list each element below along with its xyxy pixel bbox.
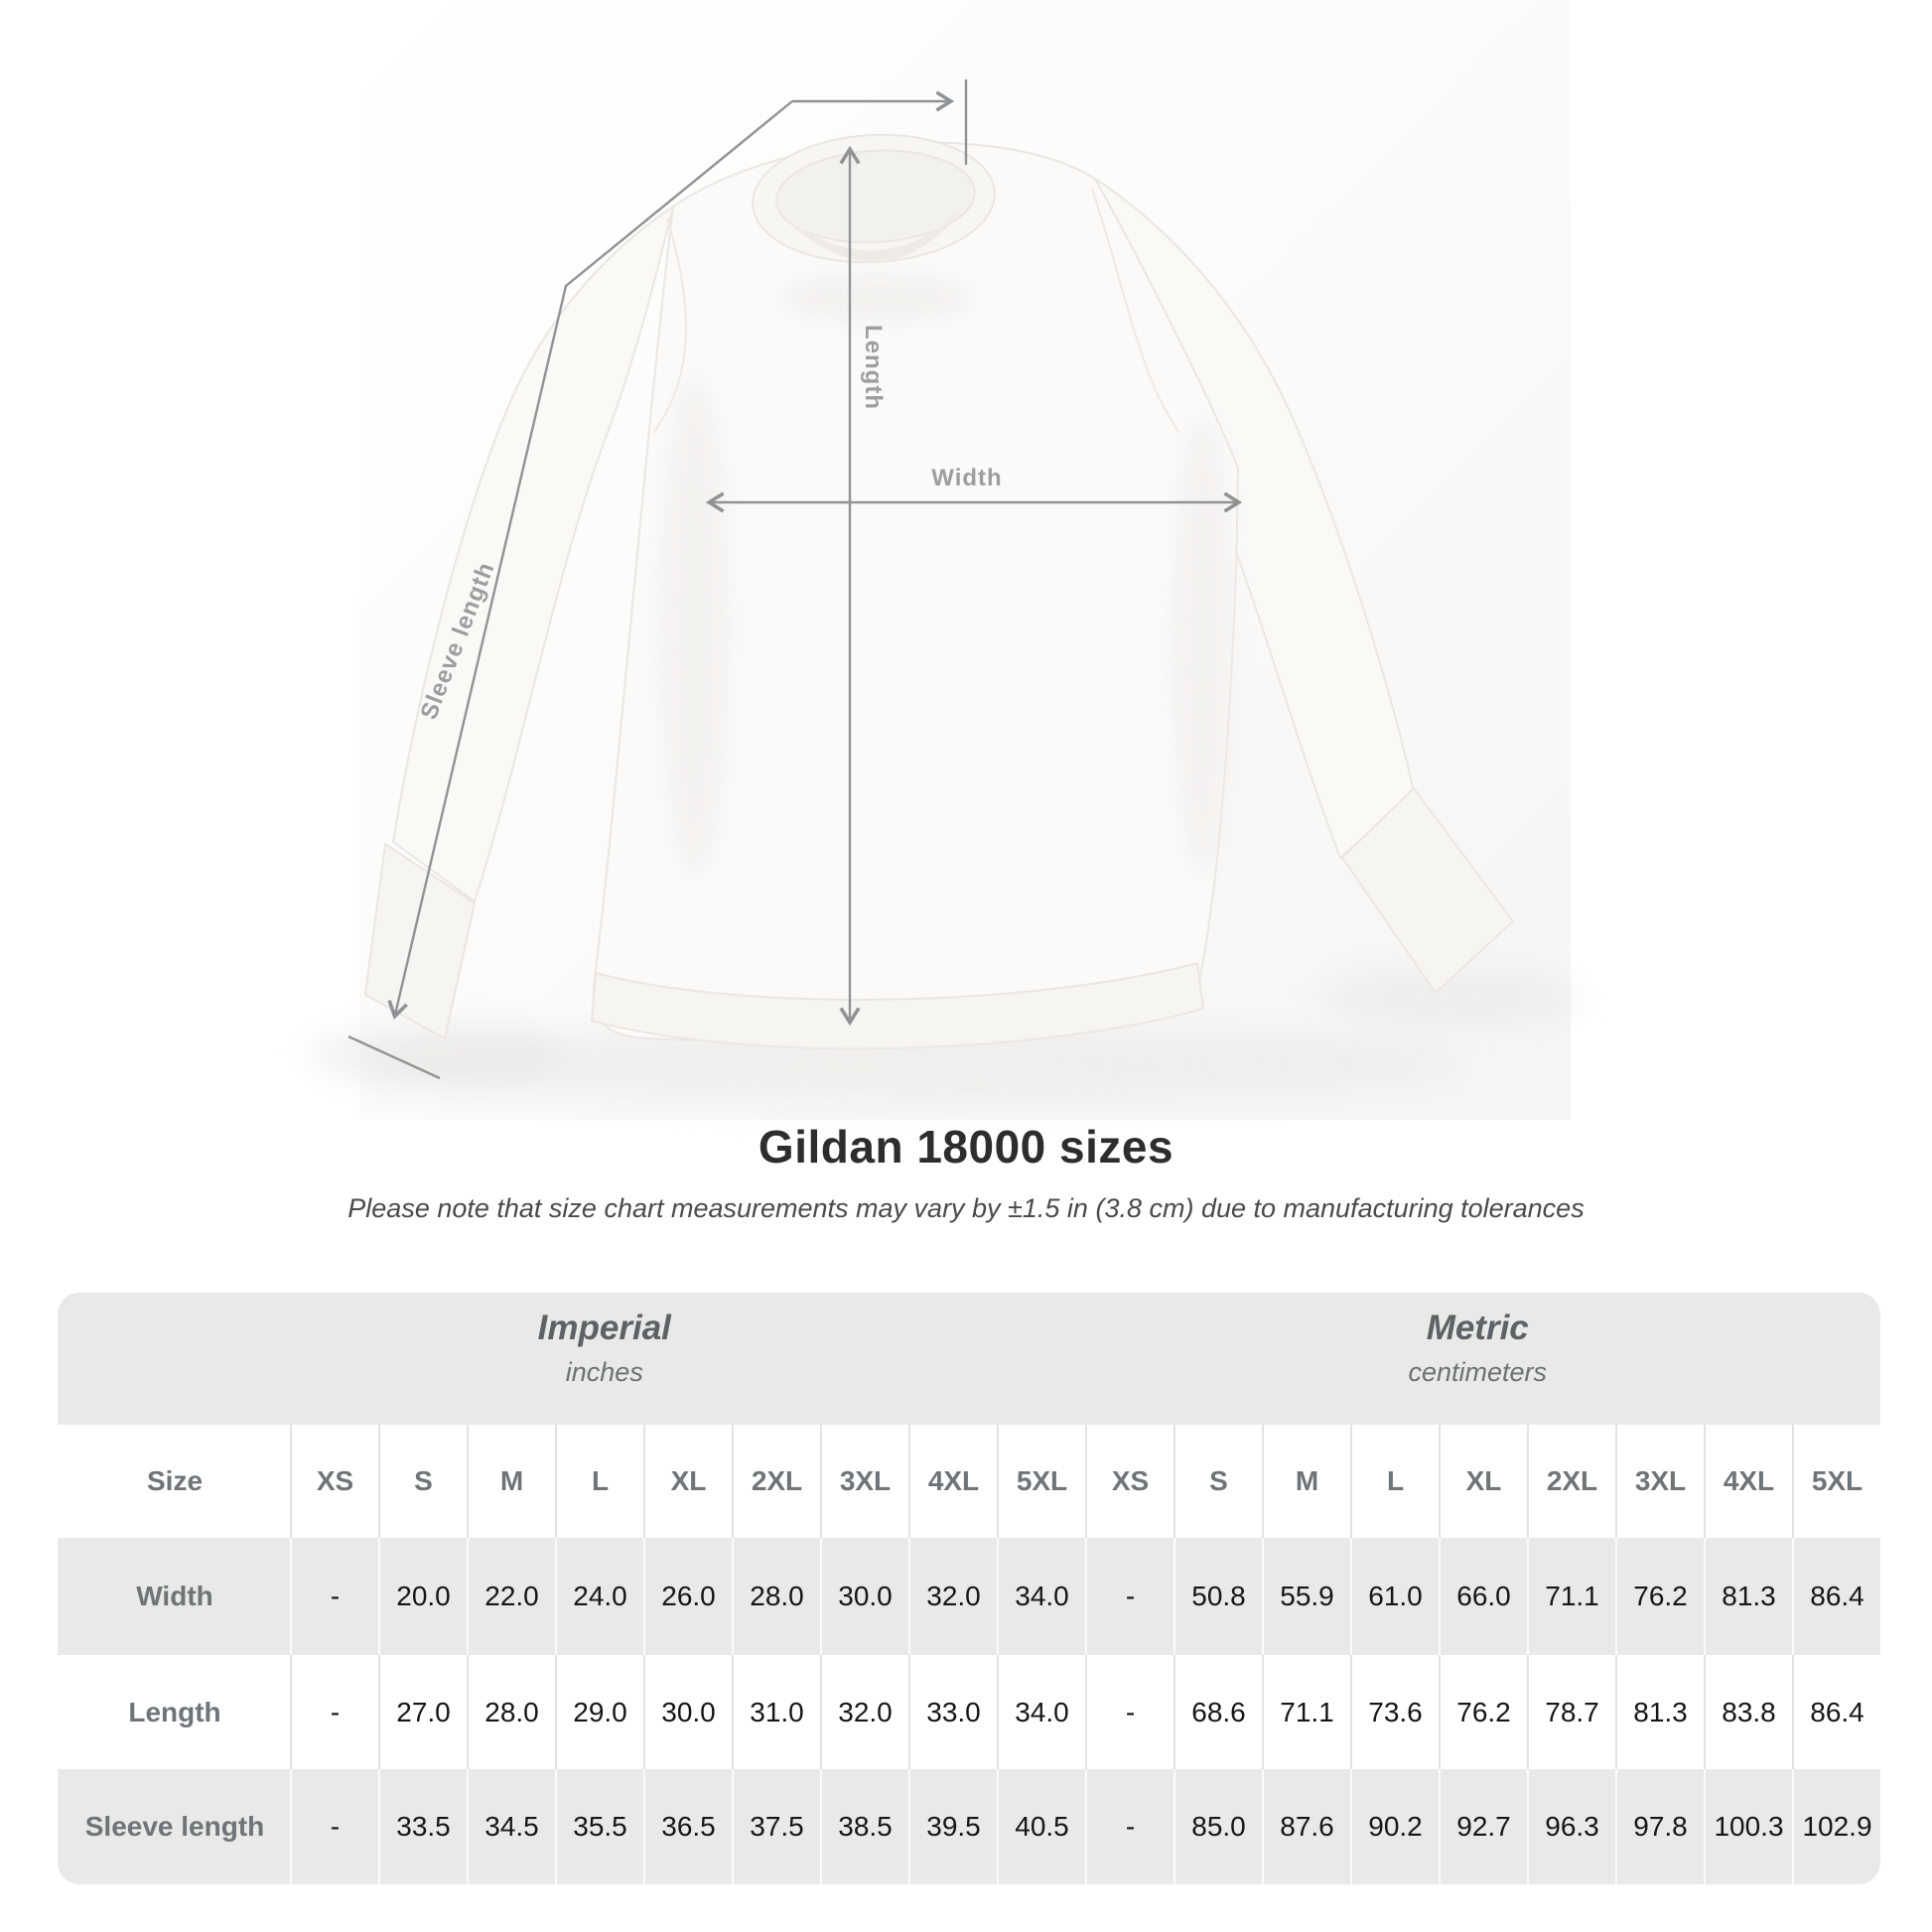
metric-value-cell: -	[1085, 1655, 1173, 1769]
sleeve-length-line	[387, 100, 793, 1021]
metric-value-cell: 86.4	[1792, 1538, 1880, 1655]
sweatshirt-measure-diagram: Width Length Sleeve length	[308, 79, 1579, 1104]
unit-group-band: Imperial inches Metric centimeters	[58, 1293, 1880, 1425]
metric-value-cell: 68.6	[1173, 1655, 1262, 1769]
imperial-value-cell: 38.5	[820, 1769, 908, 1884]
metric-value-cell: 83.8	[1704, 1655, 1792, 1769]
imperial-value-cell: 24.0	[555, 1538, 643, 1655]
size-col-header: L	[555, 1425, 643, 1538]
imperial-value-cell: 33.0	[908, 1655, 997, 1769]
imperial-value-cell: 37.5	[732, 1769, 820, 1884]
imperial-value-cell: 26.0	[643, 1538, 732, 1655]
size-col-header: 5XL	[997, 1425, 1085, 1538]
imperial-value-cell: 33.5	[378, 1769, 467, 1884]
imperial-value-cell: 34.5	[467, 1769, 555, 1884]
imperial-value-cell: 29.0	[555, 1655, 643, 1769]
metric-value-cell: -	[1085, 1538, 1173, 1655]
length-label: Length	[860, 325, 887, 410]
imperial-label: Imperial	[537, 1309, 671, 1347]
size-col-header: 3XL	[820, 1425, 908, 1538]
metric-value-cell: 90.2	[1350, 1769, 1439, 1884]
size-col-header: L	[1350, 1425, 1439, 1538]
metric-value-cell: 50.8	[1173, 1538, 1262, 1655]
measurement-lines	[347, 79, 1243, 1080]
metric-value-cell: 100.3	[1704, 1769, 1792, 1884]
imperial-value-cell: 28.0	[732, 1538, 820, 1655]
width-label: Width	[931, 465, 1002, 491]
size-grid: Size XS S M L XL 2XL 3XL 4XL 5XL XS S M L XL 2XL 3XL 4XL 5…	[58, 1425, 1880, 1884]
metric-value-cell: -	[1085, 1769, 1173, 1884]
imperial-unit-label: inches	[565, 1357, 643, 1387]
metric-value-cell: 97.8	[1615, 1769, 1704, 1884]
imperial-group-header: Imperial inches	[538, 1309, 671, 1388]
imperial-value-cell: 32.0	[820, 1655, 908, 1769]
metric-label: Metric	[1426, 1309, 1529, 1347]
imperial-value-cell: 40.5	[997, 1769, 1085, 1884]
size-col-header: 5XL	[1792, 1425, 1880, 1538]
tolerance-note: Please note that size chart measurements…	[347, 1193, 1585, 1223]
metric-value-cell: 96.3	[1527, 1769, 1615, 1884]
sleeve-cuff-tick	[347, 1035, 441, 1080]
metric-value-cell: 61.0	[1350, 1538, 1439, 1655]
size-col-header: S	[378, 1425, 467, 1538]
metric-value-cell: 55.9	[1262, 1538, 1350, 1655]
metric-value-cell: 86.4	[1792, 1655, 1880, 1769]
metric-value-cell: 92.7	[1439, 1769, 1527, 1884]
metric-value-cell: 87.6	[1262, 1769, 1350, 1884]
sweatshirt-illustration	[364, 133, 1514, 1050]
size-col-header: 2XL	[732, 1425, 820, 1538]
metric-value-cell: 81.3	[1615, 1655, 1704, 1769]
imperial-value-cell: 39.5	[908, 1769, 997, 1884]
metric-value-cell: 78.7	[1527, 1655, 1615, 1769]
metric-value-cell: 71.1	[1262, 1655, 1350, 1769]
measurement-row-label: Length	[58, 1655, 290, 1769]
imperial-value-cell: -	[290, 1655, 378, 1769]
measurement-row-label: Width	[58, 1538, 290, 1655]
size-col-header: 4XL	[1704, 1425, 1792, 1538]
size-col-header: XS	[290, 1425, 378, 1538]
measurement-row-label: Sleeve length	[58, 1769, 290, 1884]
size-col-header: S	[1173, 1425, 1262, 1538]
size-col-header: XS	[1085, 1425, 1173, 1538]
metric-value-cell: 76.2	[1615, 1538, 1704, 1655]
metric-value-cell: 73.6	[1350, 1655, 1439, 1769]
page-title: Gildan 18000 sizes	[758, 1121, 1174, 1173]
size-col-header: XL	[643, 1425, 732, 1538]
metric-value-cell: 76.2	[1439, 1655, 1527, 1769]
imperial-value-cell: 36.5	[643, 1769, 732, 1884]
size-col-header: XL	[1439, 1425, 1527, 1538]
imperial-value-cell: -	[290, 1538, 378, 1655]
size-col-header: M	[1262, 1425, 1350, 1538]
imperial-value-cell: 34.0	[997, 1655, 1085, 1769]
size-col-header: 4XL	[908, 1425, 997, 1538]
metric-value-cell: 85.0	[1173, 1769, 1262, 1884]
metric-value-cell: 71.1	[1527, 1538, 1615, 1655]
metric-group-header: Metric centimeters	[1408, 1309, 1547, 1388]
metric-value-cell: 66.0	[1439, 1538, 1527, 1655]
metric-value-cell: 81.3	[1704, 1538, 1792, 1655]
imperial-value-cell: 32.0	[908, 1538, 997, 1655]
size-col-header: 2XL	[1527, 1425, 1615, 1538]
garment-shadow	[308, 968, 1579, 1104]
size-column-header: Size	[58, 1425, 290, 1538]
size-col-header: 3XL	[1615, 1425, 1704, 1538]
imperial-value-cell: 31.0	[732, 1655, 820, 1769]
imperial-value-cell: 28.0	[467, 1655, 555, 1769]
metric-unit-label: centimeters	[1408, 1357, 1548, 1387]
imperial-value-cell: -	[290, 1769, 378, 1884]
metric-value-cell: 102.9	[1792, 1769, 1880, 1884]
imperial-value-cell: 34.0	[997, 1538, 1085, 1655]
size-chart-table: Imperial inches Metric centimeters Size X…	[58, 1293, 1880, 1884]
imperial-value-cell: 30.0	[643, 1655, 732, 1769]
imperial-value-cell: 30.0	[820, 1538, 908, 1655]
imperial-value-cell: 27.0	[378, 1655, 467, 1769]
imperial-value-cell: 20.0	[378, 1538, 467, 1655]
size-col-header: M	[467, 1425, 555, 1538]
imperial-value-cell: 35.5	[555, 1769, 643, 1884]
imperial-value-cell: 22.0	[467, 1538, 555, 1655]
